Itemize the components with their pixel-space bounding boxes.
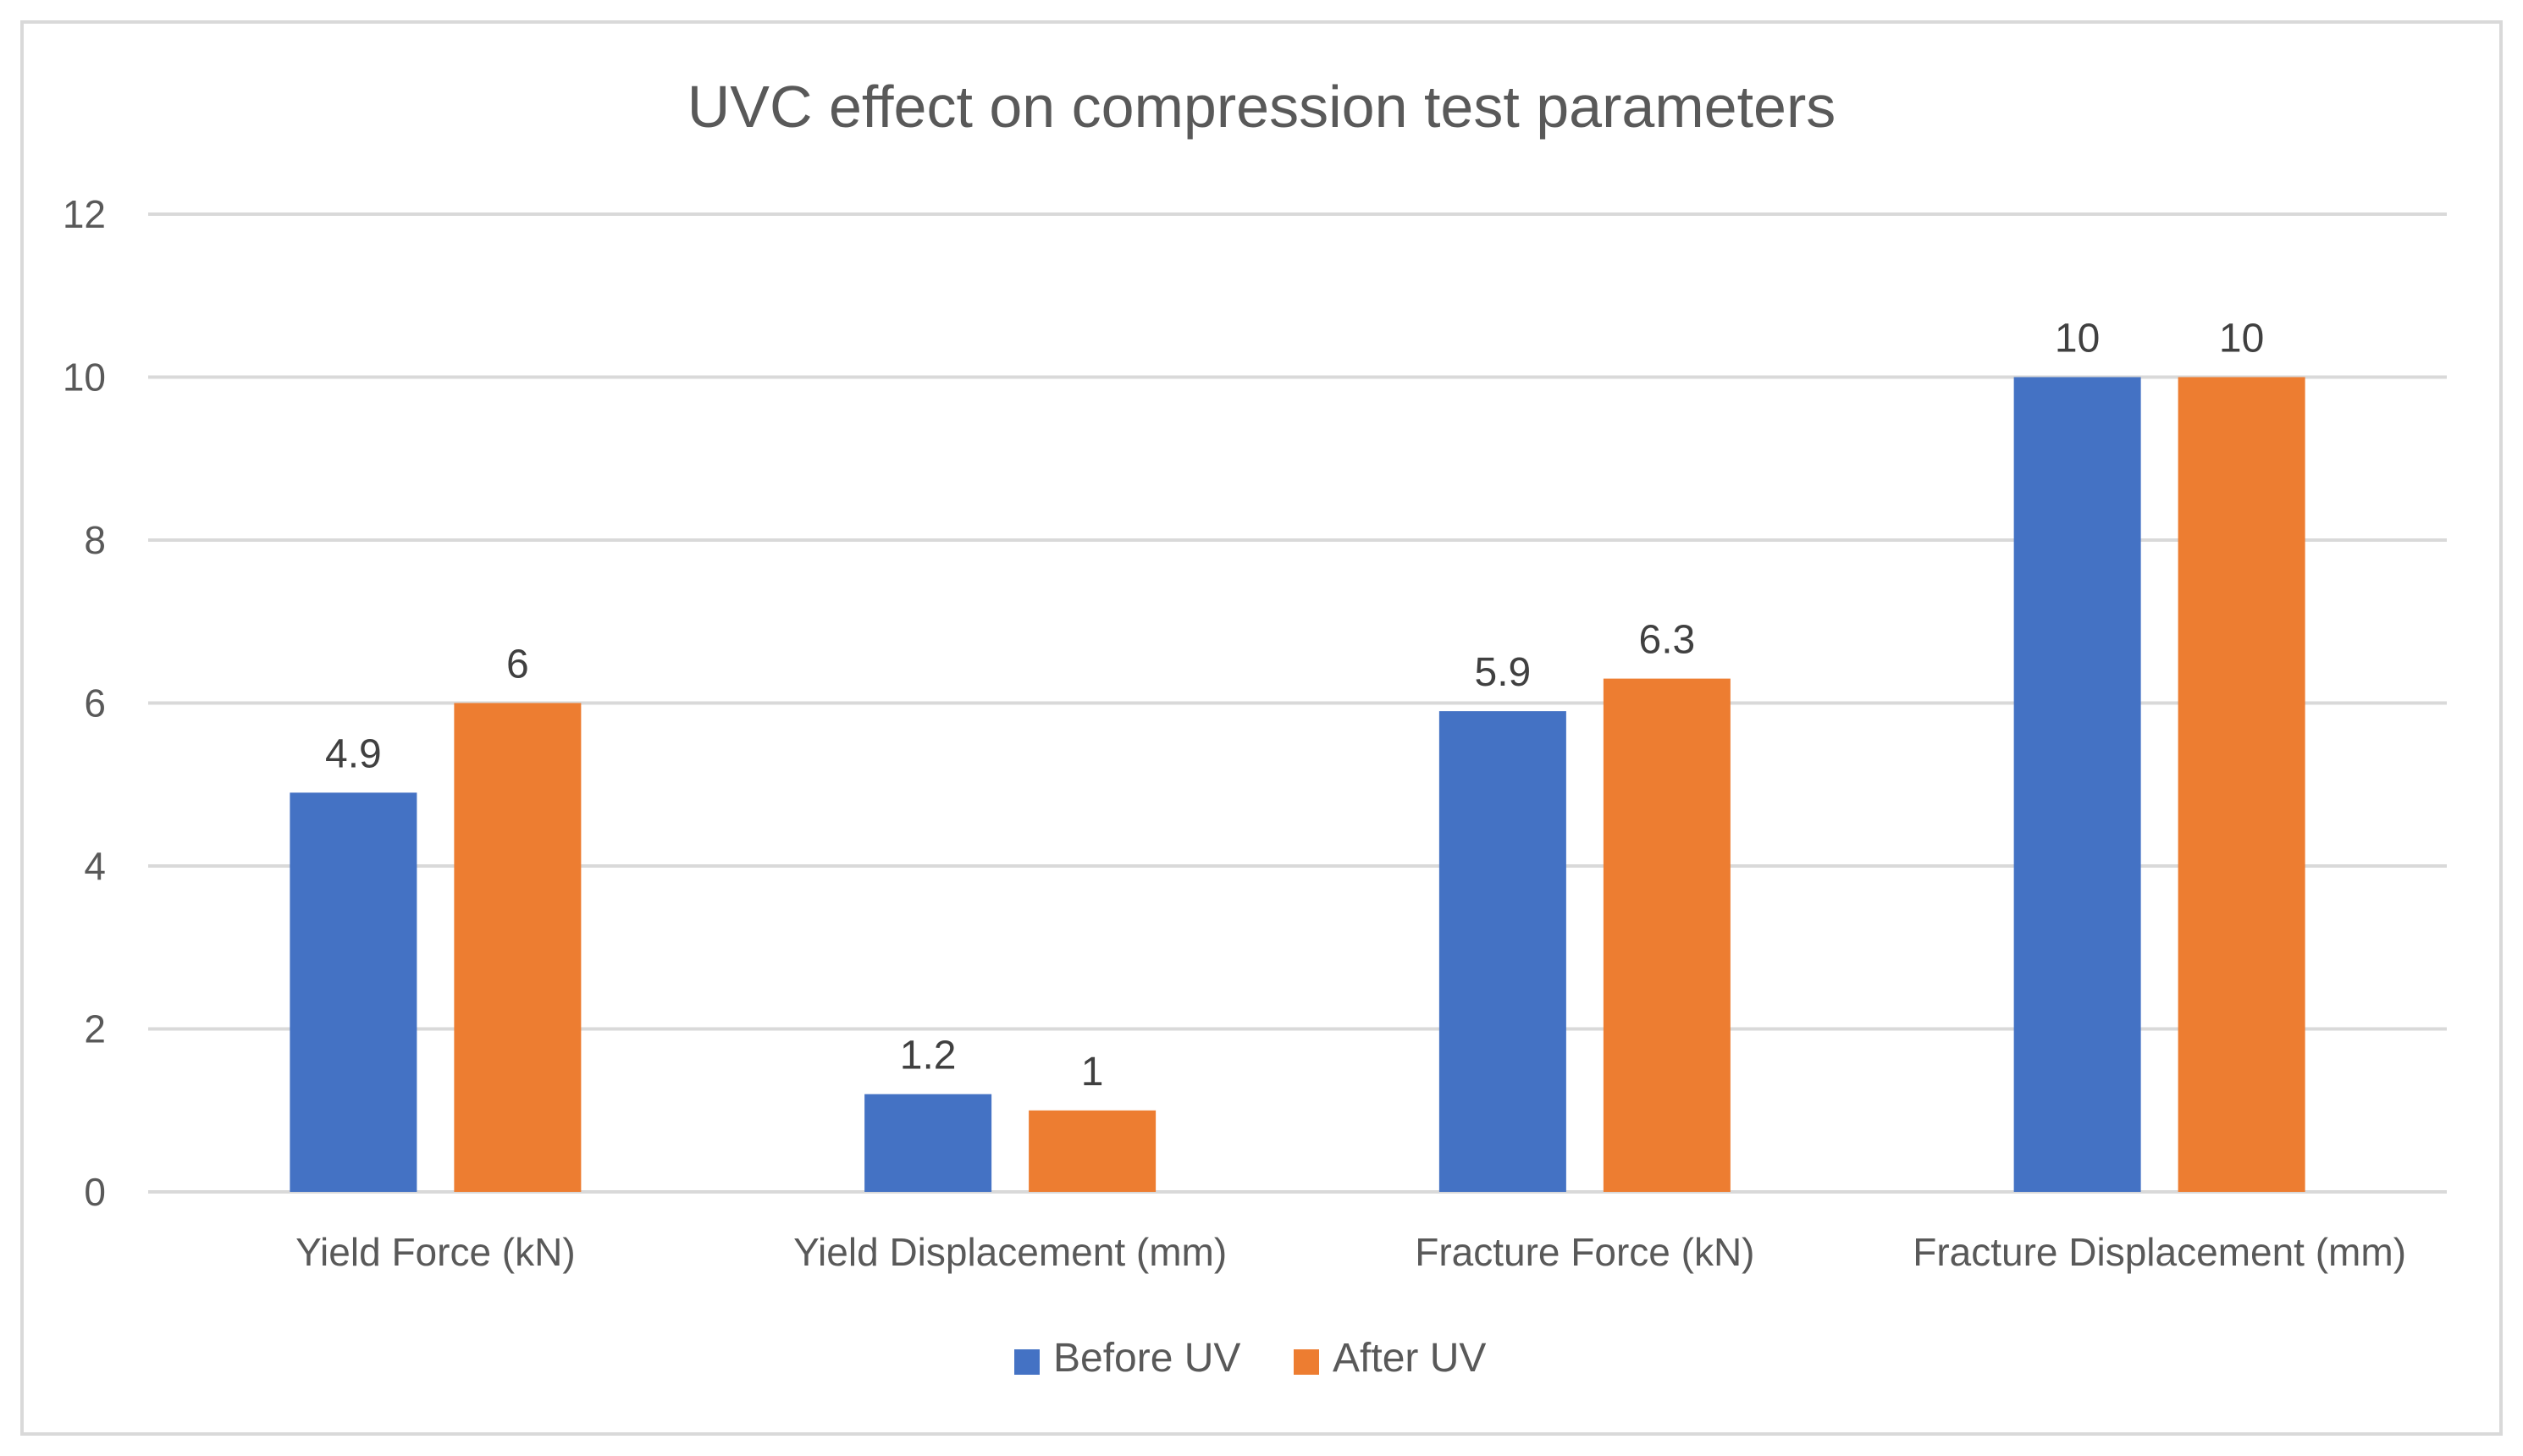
y-tick-label: 4 [84, 844, 106, 888]
y-tick-label: 8 [84, 518, 106, 562]
data-label: 10 [2219, 317, 2264, 361]
y-tick-label: 2 [84, 1007, 106, 1051]
data-label: 1.2 [900, 1034, 957, 1078]
y-tick-label: 6 [84, 681, 106, 725]
y-tick-label: 0 [84, 1170, 106, 1214]
x-category-label: Yield Force (kN) [295, 1230, 576, 1274]
x-category-label: Fracture Displacement (mm) [1913, 1230, 2406, 1274]
x-category-label: Yield Displacement (mm) [793, 1230, 1227, 1274]
y-tick-label: 12 [63, 192, 106, 236]
bar-after-uv [1029, 1110, 1157, 1192]
bar-before-uv [290, 792, 417, 1192]
data-label: 6 [506, 643, 529, 687]
data-label: 4.9 [325, 731, 382, 776]
data-label: 6.3 [1639, 618, 1696, 663]
bars [290, 377, 2305, 1192]
x-category-label: Fracture Force (kN) [1415, 1230, 1754, 1274]
y-axis-ticks: 0 2 4 6 8 10 12 [63, 192, 106, 1214]
data-label: 10 [2055, 317, 2100, 361]
bar-before-uv [864, 1094, 992, 1192]
x-axis-categories: Yield Force (kN) Yield Displacement (mm) F… [295, 1230, 2406, 1274]
legend-swatch [1014, 1349, 1040, 1375]
y-tick-label: 10 [63, 356, 106, 400]
bar-after-uv [1603, 678, 1731, 1192]
legend-swatch [1294, 1349, 1319, 1375]
legend-label: Before UV [1053, 1336, 1240, 1381]
data-label: 1 [1081, 1050, 1104, 1095]
data-labels: 4.9 6 1.2 1 5.9 6.3 10 10 [325, 317, 2264, 1095]
legend: Before UV After UV [1014, 1336, 1486, 1381]
data-label: 5.9 [1475, 650, 1532, 695]
bar-after-uv [2178, 377, 2305, 1192]
bar-before-uv [2013, 377, 2141, 1192]
bar-after-uv [454, 703, 582, 1192]
legend-label: After UV [1333, 1336, 1486, 1381]
bar-before-uv [1438, 711, 1566, 1192]
chart-title: UVC effect on compression test parameter… [687, 74, 1836, 140]
